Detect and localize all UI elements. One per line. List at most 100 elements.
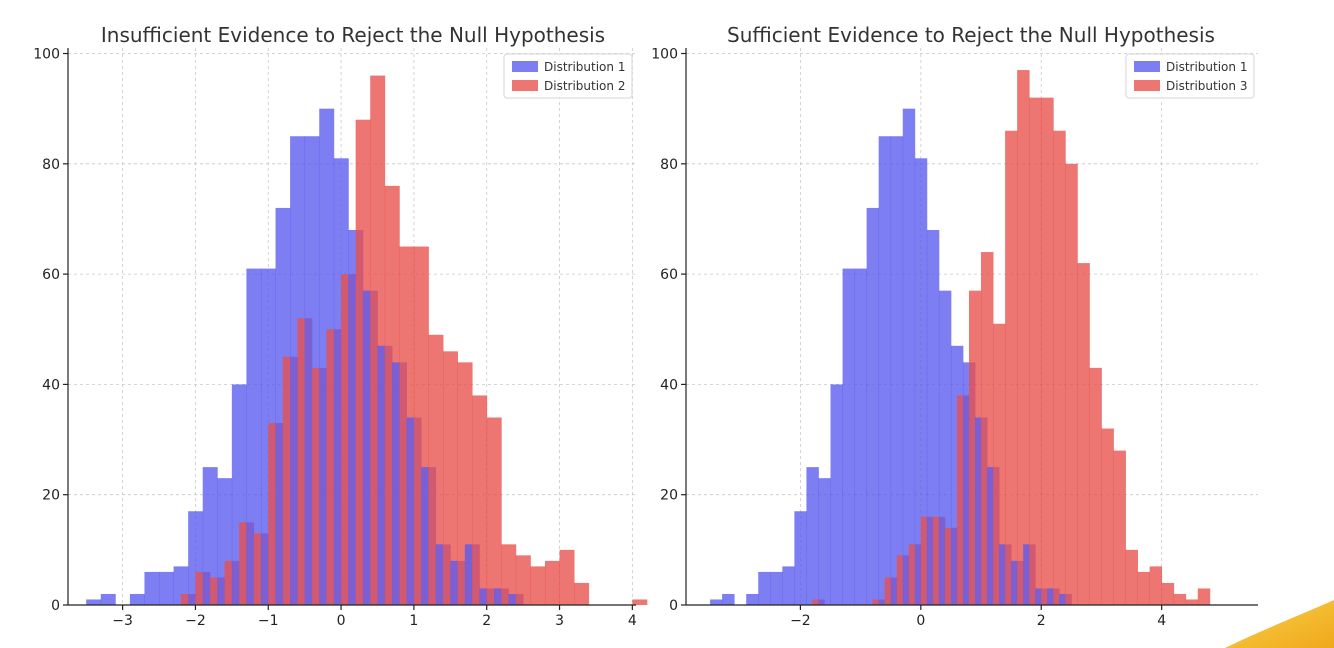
histogram-bar-distribution-3 — [1113, 450, 1126, 605]
histogram-bar-distribution-3 — [1197, 588, 1211, 605]
y-tick-label: 80 — [42, 157, 60, 173]
histogram-bar-distribution-1 — [878, 136, 892, 606]
histogram-bar-distribution-2 — [515, 555, 531, 605]
histogram-bar-distribution-1 — [746, 593, 759, 605]
histogram-bar-distribution-1 — [938, 290, 952, 605]
histogram-bar-distribution-2 — [486, 417, 502, 605]
y-tick-label: 20 — [660, 488, 678, 504]
histogram-bar-distribution-3 — [1173, 593, 1187, 605]
histogram-bar-distribution-1 — [246, 268, 262, 605]
legend-label: Distribution 2 — [544, 79, 625, 93]
histogram-bar-distribution-2 — [472, 395, 488, 605]
histogram-bar-distribution-1 — [866, 207, 880, 605]
chart-right: Sufficient Evidence to Reject the Null H… — [651, 23, 1258, 629]
y-tick-label: 60 — [42, 267, 60, 283]
histogram-bar-distribution-2 — [632, 599, 648, 605]
y-tick-label: 0 — [51, 598, 60, 614]
chart-title: Insufficient Evidence to Reject the Null… — [101, 23, 605, 47]
axes — [681, 48, 1258, 610]
x-tick-label: −1 — [258, 613, 279, 629]
histogram-bar-distribution-2 — [574, 582, 590, 605]
x-tick-label: 1 — [409, 613, 418, 629]
histogram-bar-distribution-1 — [818, 478, 831, 605]
legend-label: Distribution 1 — [1166, 60, 1247, 74]
y-tick-label: 0 — [669, 598, 678, 614]
x-tick-label: 0 — [337, 613, 346, 629]
histogram-bar-distribution-3 — [1017, 70, 1030, 606]
x-tick-label: 0 — [916, 613, 925, 629]
histogram-bar-distribution-1 — [926, 229, 940, 605]
histogram-bar-distribution-3 — [1077, 263, 1090, 605]
legend-swatch — [1134, 61, 1160, 72]
y-tick-label: 40 — [660, 377, 678, 393]
histogram-bar-distribution-1 — [710, 599, 723, 605]
histogram-bar-distribution-1 — [830, 384, 843, 605]
axes — [63, 48, 636, 610]
bars — [86, 75, 648, 606]
histogram-bar-distribution-3 — [1149, 566, 1163, 605]
histogram-bar-distribution-1 — [770, 571, 783, 605]
x-tick-label: −2 — [185, 613, 206, 629]
histogram-bar-distribution-3 — [993, 323, 1006, 605]
y-tick-label: 80 — [660, 157, 678, 173]
chart-left: Insufficient Evidence to Reject the Null… — [33, 23, 648, 629]
histogram-bar-distribution-3 — [1185, 599, 1199, 605]
histogram-bar-distribution-1 — [914, 158, 928, 605]
y-tick-label: 20 — [42, 488, 60, 504]
x-tick-label: −2 — [790, 613, 811, 629]
histogram-bar-distribution-1 — [722, 593, 735, 605]
histogram-bar-distribution-1 — [144, 571, 160, 605]
histogram-bar-distribution-3 — [1101, 428, 1114, 605]
corner-decoration — [1225, 600, 1334, 648]
x-tick-label: −3 — [112, 613, 133, 629]
histogram-bar-distribution-1 — [806, 467, 819, 605]
histogram-bar-distribution-2 — [428, 334, 444, 605]
histogram-bar-distribution-3 — [1161, 582, 1175, 605]
histogram-bar-distribution-3 — [1065, 163, 1078, 605]
x-tick-label: 2 — [1037, 613, 1046, 629]
histogram-bar-distribution-1 — [129, 593, 145, 605]
histogram-bar-distribution-1 — [202, 467, 218, 605]
histogram-bar-distribution-2 — [544, 560, 560, 605]
x-tick-label: 4 — [628, 613, 637, 629]
histogram-bar-distribution-1 — [782, 566, 795, 605]
histogram-bar-distribution-1 — [794, 511, 807, 605]
histogram-bar-distribution-2 — [559, 549, 575, 605]
histogram-bar-distribution-2 — [443, 351, 458, 605]
histogram-bar-distribution-3 — [1029, 97, 1042, 605]
histogram-bar-distribution-2 — [530, 566, 546, 605]
y-tick-label: 60 — [660, 267, 678, 283]
histogram-bar-distribution-3 — [1005, 130, 1018, 605]
histogram-bar-distribution-2 — [501, 544, 517, 605]
histogram-bar-distribution-3 — [1041, 97, 1054, 605]
histogram-bar-distribution-1 — [842, 268, 855, 605]
histogram-bar-distribution-1 — [902, 108, 916, 606]
histogram-bar-distribution-3 — [1089, 367, 1102, 605]
histogram-bar-distribution-1 — [86, 599, 102, 605]
x-tick-label: 3 — [555, 613, 564, 629]
legend-swatch — [512, 80, 538, 91]
histogram-bar-distribution-3 — [1053, 130, 1066, 605]
y-tick-label: 100 — [651, 47, 678, 63]
legend-label: Distribution 3 — [1166, 79, 1247, 93]
y-tick-label: 40 — [42, 377, 60, 393]
legend-swatch — [512, 61, 538, 72]
histogram-bar-distribution-3 — [1125, 549, 1138, 605]
histogram-bar-distribution-1 — [854, 268, 868, 605]
histogram-bar-distribution-1 — [890, 136, 904, 606]
x-tick-label: 2 — [482, 613, 491, 629]
histogram-bar-distribution-1 — [159, 571, 174, 605]
legend: Distribution 1 Distribution 2 — [503, 53, 633, 99]
bars — [710, 70, 1211, 606]
x-tick-label: 4 — [1157, 613, 1166, 629]
legend-label: Distribution 1 — [544, 60, 625, 74]
histogram-bar-distribution-1 — [758, 571, 771, 605]
histogram-bar-distribution-3 — [1137, 571, 1151, 605]
legend-swatch — [1134, 80, 1160, 91]
histogram-bar-distribution-1 — [100, 593, 116, 605]
y-tick-label: 100 — [33, 47, 60, 63]
chart-title: Sufficient Evidence to Reject the Null H… — [727, 23, 1215, 47]
